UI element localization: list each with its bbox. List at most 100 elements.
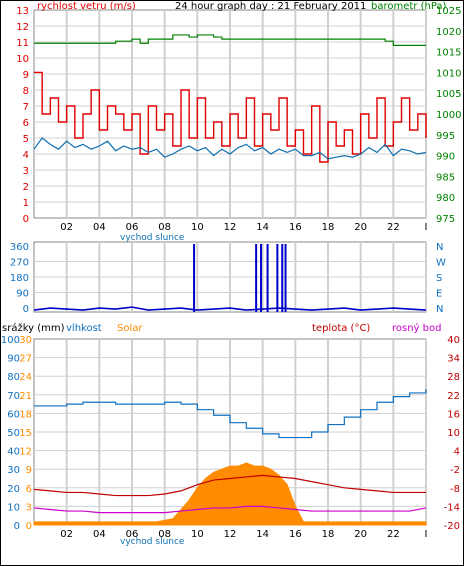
- wind-y-tick: 0: [23, 214, 29, 225]
- wind-x-tick: 14: [256, 222, 269, 233]
- wind-y-tick: 6: [23, 118, 29, 129]
- wind-y-tick: 11: [16, 38, 29, 49]
- rain-y-tick: 27: [19, 354, 32, 365]
- baro-y-tick: 980: [436, 193, 455, 204]
- temp-y-tick: -8: [450, 484, 460, 495]
- humidity-y-tick: 20: [7, 484, 20, 495]
- rain-y-tick: 9: [26, 465, 32, 476]
- legend-entry: teplota (°C): [312, 323, 370, 334]
- rain-temp-x-tick: 16: [289, 529, 302, 540]
- wind-x-tick: 10: [191, 222, 204, 233]
- baro-axis-label: barometr (hPa): [371, 1, 447, 12]
- temp-y-tick: 34: [447, 354, 460, 365]
- series-rosny-bod: [33, 505, 427, 514]
- rain-y-tick: 30: [19, 335, 32, 346]
- rain-y-tick: 21: [19, 391, 32, 402]
- humidity-y-tick: 10: [7, 502, 20, 513]
- temp-y-tick: -2: [450, 465, 460, 476]
- rain-temp-x-tick: 22: [387, 529, 400, 540]
- rain-temp-x-tick: I: [425, 529, 428, 540]
- rain-temp-grid: [34, 339, 427, 525]
- wind-x-tick: 06: [126, 222, 139, 233]
- temp-y-tick: 4: [454, 447, 460, 458]
- temp-y-tick: 22: [447, 391, 460, 402]
- temp-y-ticks: -20 -14 -8 -2 4 10 16 22 28 34 40: [444, 335, 460, 532]
- series-solar: [33, 462, 427, 526]
- wind-x-tick: 18: [322, 222, 335, 233]
- series-smer-vetru: [33, 306, 427, 311]
- wind-y-tick: 1: [23, 198, 29, 209]
- wind-y-tick: 3: [23, 166, 29, 177]
- humidity-y-tick: 0: [14, 521, 20, 532]
- rain-y-tick: 3: [26, 502, 32, 513]
- legend-entry: rosný bod: [392, 322, 441, 334]
- rain-temp-x-tick: 08: [158, 529, 171, 540]
- humidity-y-tick: 50: [7, 428, 20, 439]
- temp-y-tick: 10: [447, 428, 460, 439]
- baro-y-tick: 995: [436, 131, 455, 142]
- wind-y-tick: 9: [23, 70, 29, 81]
- rain-temp-x-tick: 02: [60, 529, 73, 540]
- wind-x-tick: I: [425, 222, 428, 233]
- rain-temp-series: [33, 389, 427, 526]
- direction-compass-tick: E: [436, 289, 442, 300]
- wind-y-tick: 7: [23, 102, 29, 113]
- wind-series: [33, 34, 427, 163]
- humidity-y-tick: 80: [7, 372, 20, 383]
- humidity-y-tick: 70: [7, 391, 20, 402]
- rain-y-tick: 18: [19, 409, 32, 420]
- baro-y-tick: 985: [436, 172, 455, 183]
- rain-y-tick: 0: [26, 521, 32, 532]
- wind-y-tick: 10: [16, 54, 29, 65]
- wind-y-tick: 2: [23, 182, 29, 193]
- wind-x-tick: 22: [387, 222, 400, 233]
- baro-y-tick: 1010: [436, 68, 461, 79]
- series-prumerna-rychlost: [33, 137, 427, 160]
- direction-panel-grid: [34, 242, 427, 312]
- rain-temp-x-tick: 20: [354, 529, 367, 540]
- direction-y-tick: 360: [10, 242, 29, 253]
- rain-temp-x-tick: 18: [322, 529, 335, 540]
- series-teplota: [33, 474, 426, 497]
- baro-y-tick: 1005: [436, 89, 461, 100]
- direction-compass-tick: N: [436, 304, 443, 315]
- temp-y-tick: 28: [447, 372, 460, 383]
- baro-y-tick: 990: [436, 152, 455, 163]
- direction-y-tick: 90: [16, 289, 29, 300]
- rain-temp-x-tick: 06: [126, 529, 139, 540]
- baro-y-tick: 975: [436, 214, 455, 225]
- legend-entry: srážky (mm): [2, 322, 65, 334]
- rain-y-tick: 6: [26, 484, 32, 495]
- legend-entry: vlhkost: [66, 323, 102, 334]
- humidity-y-tick: 30: [7, 465, 20, 476]
- rain-temp-x-ticks: 02 04 06 08 10 12 14 16 18 20 22 I: [60, 529, 427, 540]
- humidity-y-tick: 100: [1, 335, 20, 346]
- temp-y-tick: -14: [444, 502, 460, 513]
- wind-x-tick: 12: [224, 222, 237, 233]
- chart-title: 24 hour graph day : 21 February 2011: [175, 1, 366, 12]
- wind-y-tick: 4: [23, 150, 29, 161]
- wind-x-ticks: 02 04 06 08 10 12 14 16 18 20 22 I: [60, 222, 427, 233]
- baro-y-tick: 1000: [436, 110, 461, 121]
- baro-y-tick: 1025: [436, 6, 461, 17]
- rain-y-tick: 12: [19, 447, 32, 458]
- wind-x-tick: 08: [158, 222, 171, 233]
- direction-compass-tick: N: [436, 242, 443, 253]
- rain-y-tick: 24: [19, 372, 32, 383]
- humidity-y-tick: 60: [7, 409, 20, 420]
- wind-y-tick: 13: [16, 6, 29, 17]
- direction-y-tick: 180: [10, 273, 29, 284]
- wind-x-tick: 16: [289, 222, 302, 233]
- humidity-y-ticks: 0 10 20 30 40 50 60 70 80 90 100: [1, 335, 20, 532]
- rain-temp-x-tick: 04: [93, 529, 106, 540]
- direction-y-ticks: 360 270 180 90 0: [10, 242, 29, 315]
- sunrise-label-top: vychod slunce: [120, 233, 185, 243]
- wind-y-tick: 8: [23, 86, 29, 97]
- sunrise-label-bottom: vychod slunce: [120, 537, 185, 547]
- wind-x-tick: 20: [354, 222, 367, 233]
- temp-y-tick: 16: [447, 409, 460, 420]
